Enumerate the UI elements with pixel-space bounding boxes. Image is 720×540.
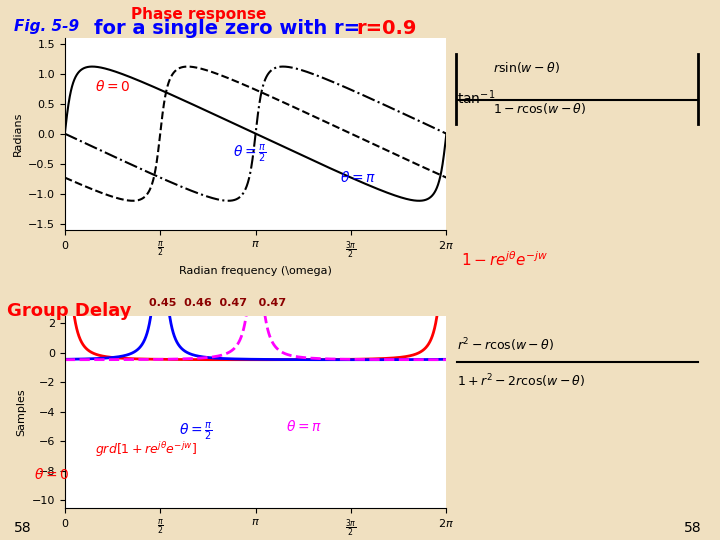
Text: $1 - re^{j\theta}e^{-jw}$: $1 - re^{j\theta}e^{-jw}$	[461, 250, 549, 268]
Text: $\theta = \frac{\pi}{2}$: $\theta = \frac{\pi}{2}$	[233, 142, 266, 164]
Text: $r\sin(w-\theta)$: $r\sin(w-\theta)$	[493, 60, 560, 75]
Text: $1 + r^2 - 2r\cos(w-\theta)$: $1 + r^2 - 2r\cos(w-\theta)$	[457, 372, 585, 389]
Text: Fig. 5-9: Fig. 5-9	[14, 19, 79, 34]
Text: r=0.9: r=0.9	[356, 19, 417, 38]
Y-axis label: Radians: Radians	[12, 111, 22, 156]
Text: $r^2 - r\cos(w-\theta)$: $r^2 - r\cos(w-\theta)$	[457, 337, 554, 354]
Text: 0.45  0.46  0.47   0.47: 0.45 0.46 0.47 0.47	[149, 298, 286, 308]
Text: $1 - r\cos(w-\theta)$: $1 - r\cos(w-\theta)$	[493, 100, 587, 116]
Text: Group Delay: Group Delay	[7, 302, 132, 320]
Text: $\theta = \pi$: $\theta = \pi$	[340, 170, 376, 185]
Text: $\theta = \pi$: $\theta = \pi$	[286, 419, 322, 434]
X-axis label: Radian frequency (\omega): Radian frequency (\omega)	[179, 266, 332, 276]
Text: $\tan^{-1}$: $\tan^{-1}$	[457, 88, 495, 106]
Text: $\theta = \frac{\pi}{2}$: $\theta = \frac{\pi}{2}$	[179, 420, 213, 442]
Text: 58: 58	[14, 521, 32, 535]
Y-axis label: Samples: Samples	[16, 388, 26, 436]
Text: $\theta = 0$: $\theta = 0$	[35, 467, 70, 482]
Text: $\theta = 0$: $\theta = 0$	[95, 79, 130, 94]
Text: Phase response: Phase response	[130, 8, 266, 23]
Text: $grd\left[1 + re^{j\theta}e^{-jw}\right]$: $grd\left[1 + re^{j\theta}e^{-jw}\right]…	[95, 440, 197, 459]
Text: for a single zero with r=: for a single zero with r=	[94, 19, 360, 38]
Text: 58: 58	[684, 521, 701, 535]
